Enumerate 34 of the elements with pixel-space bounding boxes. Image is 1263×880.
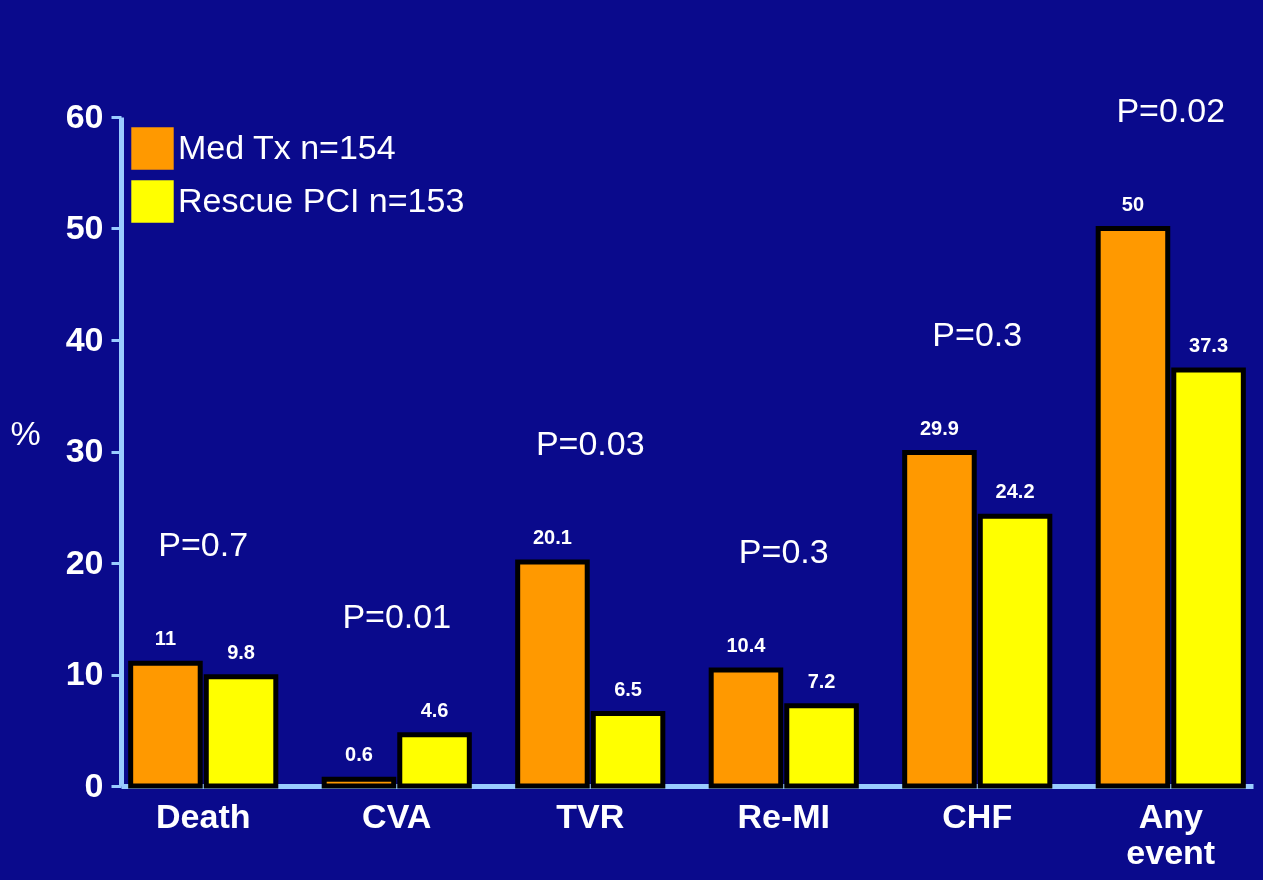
data-label: 10.4 bbox=[726, 634, 767, 657]
data-label: 29.9 bbox=[919, 416, 959, 439]
annotation: P=0.01 bbox=[342, 596, 452, 635]
data-label: 11 bbox=[154, 627, 177, 650]
x-tick-label: Re-MI bbox=[737, 796, 831, 835]
x-tick-label: TVR bbox=[556, 796, 625, 835]
data-label: 7.2 bbox=[807, 669, 836, 692]
y-tick-label: 60 bbox=[65, 96, 104, 135]
y-tick-label: 50 bbox=[65, 208, 104, 246]
legend-label: Rescue PCI n=153 bbox=[178, 180, 465, 219]
data-label: 24.2 bbox=[995, 480, 1035, 503]
x-tick-label: Any event bbox=[1126, 796, 1216, 871]
y-tick-label: 10 bbox=[65, 654, 104, 692]
annotation: P=0.02 bbox=[1116, 90, 1226, 129]
x-tick-label: Death bbox=[156, 796, 251, 835]
legend-label: Med Tx n=154 bbox=[178, 127, 396, 166]
data-label: 50 bbox=[1121, 192, 1145, 215]
y-tick-label: 40 bbox=[65, 319, 104, 358]
y-tick-label: 0 bbox=[84, 765, 104, 804]
data-label: 4.6 bbox=[420, 698, 449, 721]
data-label: 20.1 bbox=[532, 525, 572, 548]
x-tick-label: CHF bbox=[942, 796, 1013, 835]
annotation: P=0.03 bbox=[535, 423, 645, 462]
data-label: 6.5 bbox=[614, 677, 642, 700]
data-label: 37.3 bbox=[1189, 334, 1229, 357]
y-axis-title: % bbox=[10, 414, 41, 452]
annotation: P=0.3 bbox=[738, 532, 829, 571]
y-tick-label: 30 bbox=[65, 431, 104, 469]
annotation: P=0.3 bbox=[932, 314, 1023, 353]
y-tick-label: 20 bbox=[65, 542, 104, 581]
x-tick-label: CVA bbox=[362, 796, 432, 835]
annotation: P=0.7 bbox=[158, 525, 249, 564]
data-label: 0.6 bbox=[345, 743, 373, 766]
data-label: 9.8 bbox=[227, 640, 255, 663]
